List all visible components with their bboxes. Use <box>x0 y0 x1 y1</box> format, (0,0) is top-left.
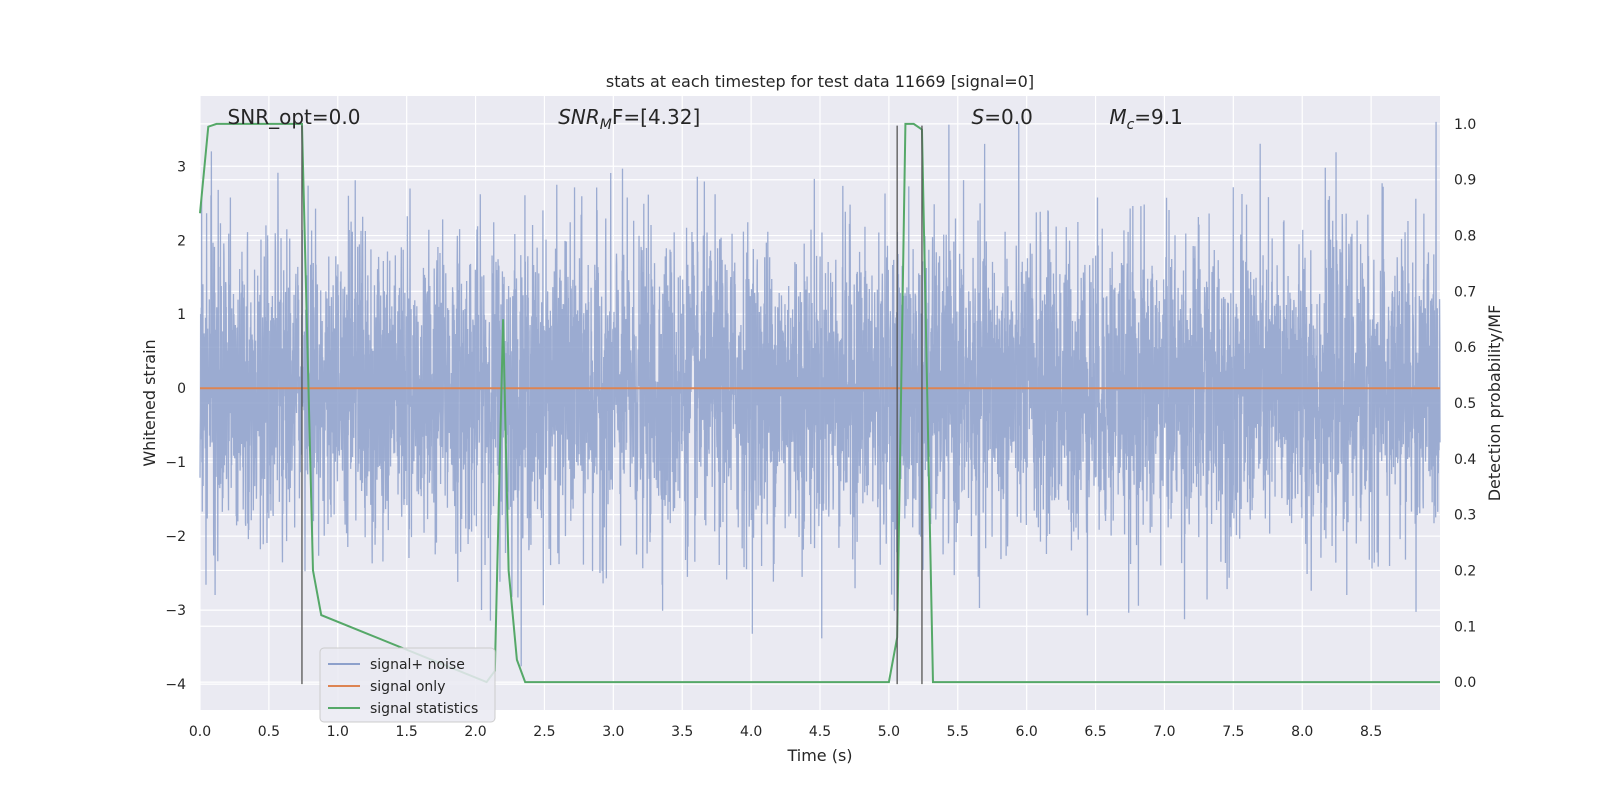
x-tick-label-11: 5.5 <box>947 724 969 740</box>
annotations: SNR_opt=0.0 SNRMF=[4.32] S=0.0 Mc=9.1 <box>228 105 1183 133</box>
y-right-tick-label-2: 0.8 <box>1454 229 1476 245</box>
y-left-tick-label-7: −4 <box>165 677 186 693</box>
y-right-tick-label-5: 0.5 <box>1454 396 1476 412</box>
legend-entry-2: signal statistics <box>370 701 478 717</box>
legend-entry-0: signal+ noise <box>370 657 465 673</box>
legend-box <box>319 647 496 723</box>
x-tick-label-2: 1.0 <box>327 724 349 740</box>
y-left-tick-label-2: 1 <box>177 307 186 323</box>
annotation-0: SNR_opt=0.0 <box>228 105 361 129</box>
y-right-tick-label-1: 0.9 <box>1454 173 1476 189</box>
x-tick-label-3: 1.5 <box>396 724 418 740</box>
tick-labels: 0.0 0.5 1.0 1.5 2.0 2.5 3.0 3.5 4.0 4.5 5.0 5.5 6.0 6… <box>165 117 1476 740</box>
legend-entry-1: signal only <box>370 679 445 695</box>
annotation-2: S=0.0 <box>972 105 1033 129</box>
x-tick-label-6: 3.0 <box>602 724 624 740</box>
y-right-tick-label-10: 0.0 <box>1454 675 1476 691</box>
x-tick-label-10: 5.0 <box>878 724 900 740</box>
x-tick-label-4: 2.0 <box>464 724 486 740</box>
y-right-tick-label-7: 0.3 <box>1454 508 1476 524</box>
signal-noise-series <box>199 121 1441 667</box>
y-left-tick-label-3: 0 <box>177 381 186 397</box>
y-right-tick-label-9: 0.1 <box>1454 619 1476 635</box>
x-tick-label-1: 0.5 <box>258 724 280 740</box>
chart-title: stats at each timestep for test data 116… <box>606 72 1034 91</box>
series-line-signal-statistics <box>199 122 1440 684</box>
x-tick-label-16: 8.0 <box>1291 724 1313 740</box>
y-left-tick-label-0: 3 <box>177 159 186 175</box>
y-axis-label-right: Detection probability/MF <box>1485 305 1504 502</box>
x-tick-label-0: 0.0 <box>189 724 211 740</box>
x-tick-label-13: 6.5 <box>1084 724 1106 740</box>
x-tick-label-8: 4.0 <box>740 724 762 740</box>
x-tick-label-5: 2.5 <box>533 724 555 740</box>
series-line-signal-noise <box>199 121 1441 667</box>
annotation-3: Mc=9.1 <box>1109 105 1183 133</box>
x-tick-label-7: 3.5 <box>671 724 693 740</box>
x-tick-label-17: 8.5 <box>1360 724 1382 740</box>
y-right-tick-label-6: 0.4 <box>1454 452 1476 468</box>
y-left-tick-label-1: 2 <box>177 233 186 249</box>
y-right-tick-label-4: 0.6 <box>1454 340 1476 356</box>
x-tick-label-15: 7.5 <box>1222 724 1244 740</box>
y-right-tick-label-3: 0.7 <box>1454 284 1476 300</box>
y-axis-label-left: Whitened strain <box>140 339 159 466</box>
legend: signal+ noise signal only signal statistic… <box>319 647 496 723</box>
annotation-1: SNRMF=[4.32] <box>558 105 700 133</box>
y-right-tick-label-0: 1.0 <box>1454 117 1476 133</box>
x-tick-label-9: 4.5 <box>809 724 831 740</box>
x-tick-label-12: 6.0 <box>1016 724 1038 740</box>
y-right-tick-label-8: 0.2 <box>1454 563 1476 579</box>
series-lines <box>199 122 1440 685</box>
y-left-tick-label-6: −3 <box>165 603 186 619</box>
x-axis-label: Time (s) <box>786 746 852 765</box>
x-tick-label-14: 7.0 <box>1153 724 1175 740</box>
y-left-tick-label-5: −2 <box>165 529 186 545</box>
y-left-tick-label-4: −1 <box>165 455 186 471</box>
